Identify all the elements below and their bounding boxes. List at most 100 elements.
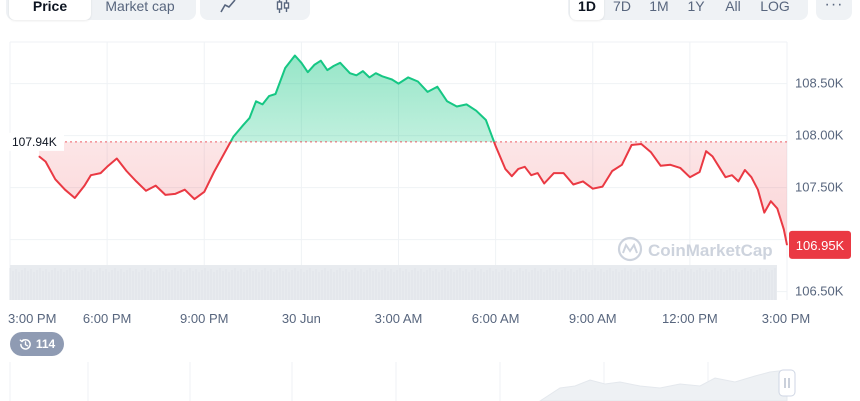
- data-point: [757, 189, 759, 191]
- data-point: [456, 105, 458, 108]
- reference-price-label: 107.94K: [12, 135, 57, 149]
- data-point: [381, 75, 383, 77]
- data-point: [375, 72, 377, 74]
- data-point: [83, 185, 86, 187]
- data-point: [284, 67, 286, 69]
- data-point: [711, 155, 714, 157]
- x-tick-label: 12:00 PM: [662, 311, 718, 326]
- data-point: [705, 150, 707, 152]
- data-point: [74, 197, 76, 199]
- range-1y[interactable]: 1Y: [687, 0, 705, 14]
- data-point: [313, 64, 315, 66]
- data-point: [650, 151, 652, 153]
- history-badge[interactable]: 114: [10, 332, 64, 356]
- tab-price[interactable]: Price: [9, 0, 91, 20]
- data-point: [660, 165, 662, 167]
- data-point: [763, 212, 765, 214]
- x-tick-label: 3:00 AM: [375, 311, 423, 326]
- y-tick-label: 108.00K: [795, 128, 844, 143]
- data-point: [155, 185, 157, 187]
- data-point: [232, 136, 234, 138]
- data-point: [116, 157, 118, 160]
- data-point: [631, 144, 633, 146]
- range-log[interactable]: LOG: [760, 0, 790, 14]
- reference-label-bg: [8, 132, 64, 151]
- range-1d[interactable]: 1D: [570, 0, 604, 20]
- tab-market-cap[interactable]: Market cap: [105, 0, 175, 14]
- time-range-tabs: 1D 7D 1M 1Y All LOG: [568, 0, 808, 20]
- data-point: [718, 166, 720, 168]
- data-point: [242, 124, 244, 126]
- x-tick-label: 3:00 PM: [8, 311, 56, 326]
- data-point: [679, 167, 681, 169]
- data-point: [669, 164, 672, 166]
- data-point: [184, 189, 186, 191]
- data-point: [572, 183, 574, 186]
- y-tick-label: 108.50K: [795, 76, 844, 91]
- range-all[interactable]: All: [725, 0, 741, 14]
- data-point: [339, 62, 341, 64]
- data-point: [320, 60, 322, 62]
- more-options-button[interactable]: ···: [816, 0, 852, 20]
- history-count: 114: [35, 337, 56, 351]
- x-tick-label: 6:00 AM: [472, 311, 520, 326]
- line-chart-button[interactable]: [200, 0, 255, 20]
- data-point: [592, 188, 594, 190]
- data-point: [517, 168, 519, 170]
- data-point: [563, 172, 565, 174]
- y-tick-label: 106.50K: [795, 284, 844, 299]
- candlestick-icon: [276, 0, 289, 13]
- data-point: [203, 191, 205, 193]
- x-tick-label: 9:00 PM: [180, 311, 228, 326]
- candlestick-button[interactable]: [255, 0, 310, 20]
- range-1m[interactable]: 1M: [649, 0, 669, 14]
- data-point: [582, 180, 584, 182]
- data-point: [553, 172, 555, 174]
- data-point: [249, 117, 251, 119]
- data-point: [193, 198, 196, 200]
- data-point: [333, 65, 335, 67]
- current-price-label: 106.95K: [796, 238, 845, 253]
- data-point: [427, 91, 429, 93]
- x-tick-label: 9:00 AM: [569, 311, 617, 326]
- data-point: [417, 80, 419, 83]
- data-point: [504, 168, 506, 170]
- data-point: [407, 76, 409, 78]
- data-point: [255, 100, 257, 102]
- line-chart-icon: [219, 0, 236, 13]
- y-tick-label: 107.50K: [795, 180, 844, 195]
- data-point: [368, 76, 370, 78]
- data-point: [475, 110, 477, 112]
- data-point: [640, 143, 642, 145]
- data-point: [465, 103, 468, 105]
- data-point: [524, 166, 526, 168]
- data-point: [495, 145, 497, 147]
- area-below-reference: [39, 141, 787, 245]
- data-point: [436, 86, 438, 88]
- data-point: [45, 161, 47, 163]
- data-point: [64, 189, 66, 191]
- data-point: [485, 119, 487, 121]
- data-point: [307, 71, 309, 73]
- data-point: [391, 78, 393, 81]
- watermark-text: CoinMarketCap: [648, 241, 773, 260]
- data-point: [770, 200, 772, 202]
- range-7d[interactable]: 7D: [613, 0, 631, 14]
- chart-type-tabs: [200, 0, 310, 20]
- data-point: [106, 166, 108, 168]
- metric-tabs: Price Market cap: [6, 0, 196, 20]
- data-point: [731, 174, 733, 176]
- data-point: [294, 54, 296, 57]
- current-price-badge: [789, 230, 851, 259]
- data-point: [744, 169, 746, 171]
- data-point: [274, 93, 277, 95]
- data-point: [543, 182, 545, 185]
- data-point: [689, 176, 691, 178]
- history-icon: [19, 338, 31, 350]
- data-point: [537, 172, 539, 174]
- x-tick-label: 6:00 PM: [83, 311, 131, 326]
- data-point: [90, 174, 92, 176]
- data-point: [699, 171, 701, 173]
- price-line-up: [229, 54, 496, 142]
